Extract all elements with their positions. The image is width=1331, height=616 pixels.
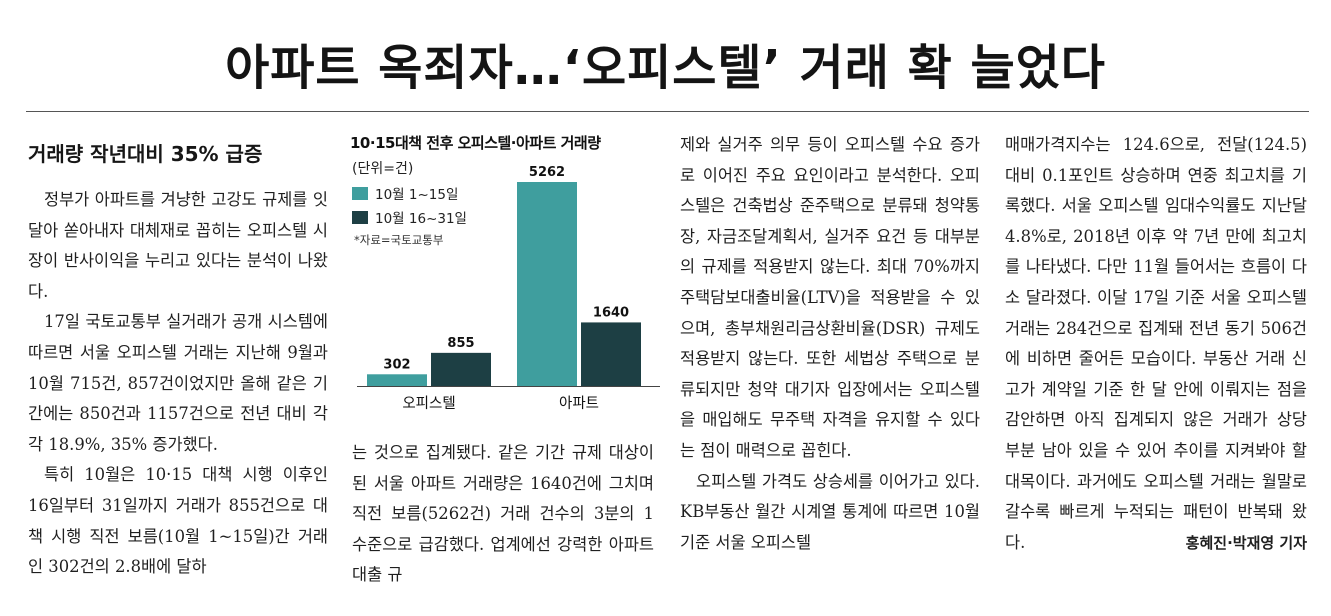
bar-chart: 302 855 오피스텔 5262 1640 아파트 bbox=[357, 165, 660, 412]
paragraph: 제와 실거주 의무 등이 오피스텔 수요 증가로 이어진 주요 요인이라고 분석… bbox=[680, 135, 980, 460]
bar-1-1 bbox=[367, 374, 427, 386]
paragraph: 매매가격지수는 124.6으로, 전달(124.5) 대비 0.1포인트 상승하… bbox=[1005, 130, 1307, 558]
data-label-2-2: 1640 bbox=[593, 305, 629, 320]
paragraph: 정부가 아파트를 겨냥한 고강도 규제를 잇달아 쏟아내자 대체재로 꼽히는 오… bbox=[28, 190, 328, 301]
data-label-2-1: 5262 bbox=[529, 165, 565, 180]
paragraph: 특히 10월은 10·15 대책 시행 이후인 16일부터 31일까지 거래가 … bbox=[28, 465, 328, 577]
paragraph: 는 것으로 집계됐다. 같은 기간 규제 대상이 된 서울 아파트 거래량은 1… bbox=[352, 443, 654, 585]
subheadline: 거래량 작년대비 35% 급증 bbox=[28, 142, 263, 166]
article-column-1: 정부가 아파트를 겨냥한 고강도 규제를 잇달아 쏟아내자 대체재로 꼽히는 오… bbox=[28, 185, 328, 583]
headline: 아파트 옥죄자…‘오피스텔’ 거래 확 늘었다 bbox=[225, 40, 1106, 96]
legend-swatch-1 bbox=[352, 186, 368, 200]
legend-label-2: 10월 16~31일 bbox=[375, 211, 467, 227]
legend-label-1: 10월 1~15일 bbox=[375, 187, 459, 203]
chart-unit: (단위=건) bbox=[352, 161, 414, 177]
paragraph: 오피스텔 가격도 상승세를 이어가고 있다. KB부동산 월간 시계열 통계에 … bbox=[680, 471, 980, 552]
headline-divider bbox=[26, 111, 1309, 112]
category-label-2: 아파트 bbox=[559, 395, 599, 412]
legend-swatch-2 bbox=[352, 210, 368, 224]
category-label-1: 오피스텔 bbox=[402, 395, 455, 412]
article-column-3: 제와 실거주 의무 등이 오피스텔 수요 증가로 이어진 주요 요인이라고 분석… bbox=[680, 130, 980, 558]
data-label-1-2: 855 bbox=[447, 336, 474, 351]
chart-source: *자료=국토교통부 bbox=[354, 233, 444, 247]
data-label-1-1: 302 bbox=[383, 357, 410, 372]
legend-item-1: 10월 1~15일 bbox=[352, 183, 458, 203]
paragraph: 17일 국토교통부 실거래가 공개 시스템에 따르면 서울 오피스텔 거래는 지… bbox=[28, 312, 328, 454]
bar-2-2 bbox=[581, 322, 641, 386]
article-column-4: 매매가격지수는 124.6으로, 전달(124.5) 대비 0.1포인트 상승하… bbox=[1005, 130, 1307, 558]
legend-item-2: 10월 16~31일 bbox=[352, 207, 467, 227]
article-column-2: 는 것으로 집계됐다. 같은 기간 규제 대상이 된 서울 아파트 거래량은 1… bbox=[352, 438, 654, 591]
chart-title: 10·15대책 전후 오피스텔·아파트 거래량 bbox=[350, 134, 601, 152]
paragraph-text: 매매가격지수는 124.6으로, 전달(124.5) 대비 0.1포인트 상승하… bbox=[1005, 135, 1307, 552]
byline: 홍혜진·박재영 기자 bbox=[1185, 533, 1307, 552]
bar-1-2 bbox=[431, 352, 491, 386]
bar-2-1 bbox=[517, 182, 577, 386]
